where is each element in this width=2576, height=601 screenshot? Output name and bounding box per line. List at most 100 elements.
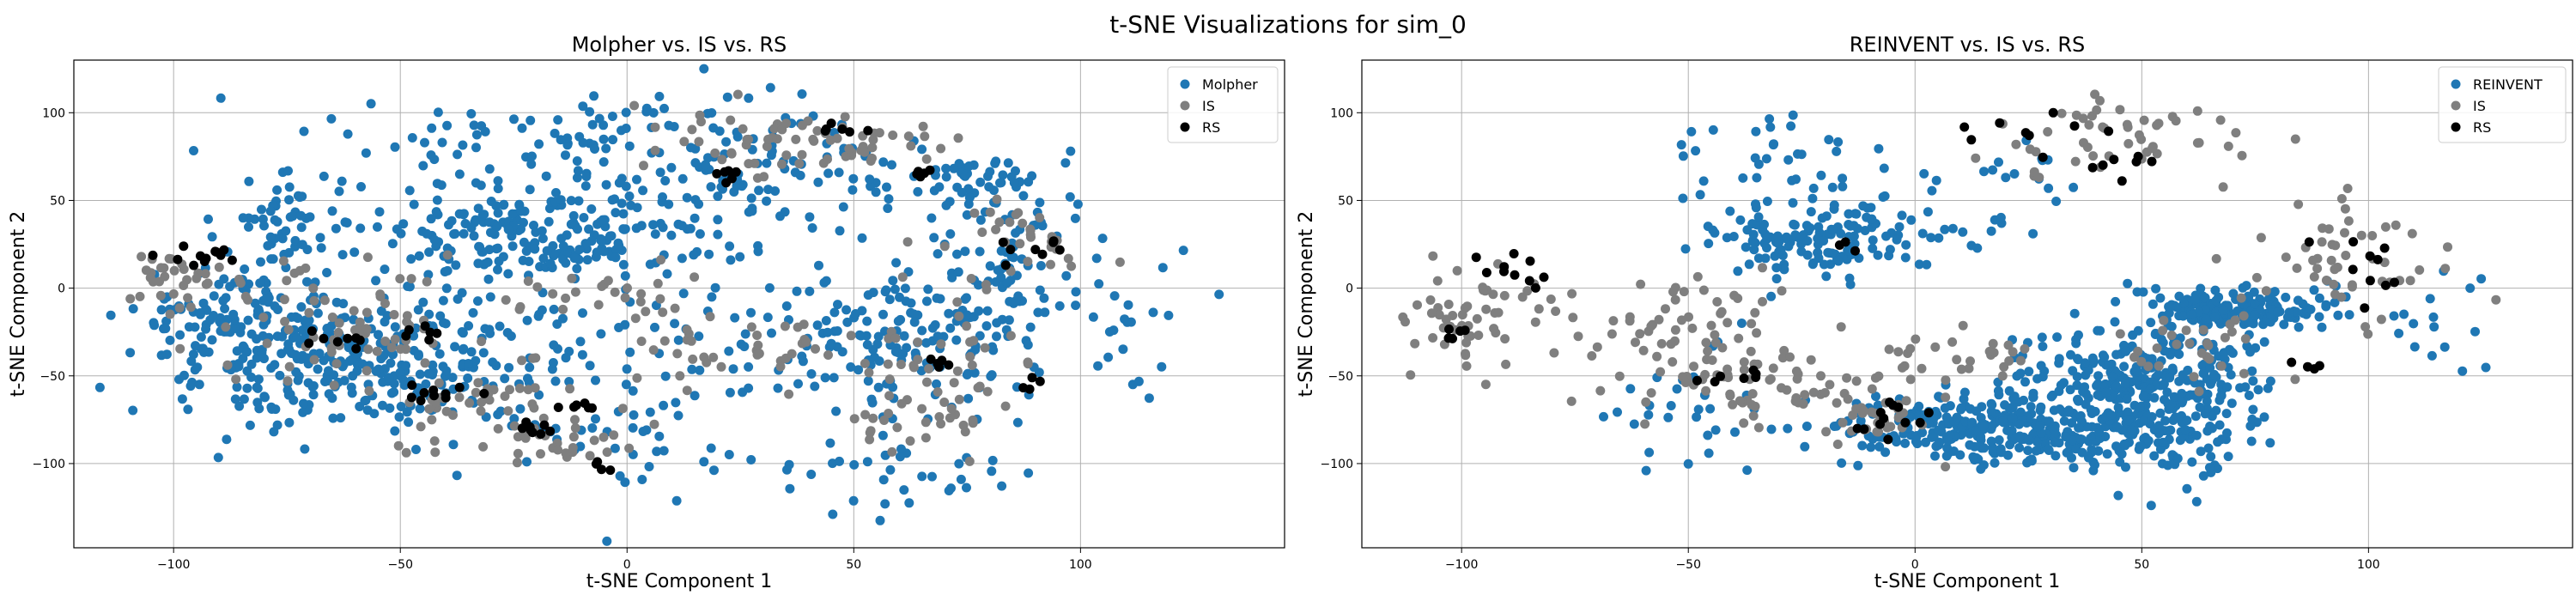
data-point	[1786, 121, 1796, 131]
data-point	[1461, 361, 1472, 371]
data-point	[165, 309, 175, 319]
data-point	[2226, 370, 2236, 379]
data-point	[534, 390, 544, 400]
data-point	[2044, 183, 2054, 193]
data-point	[618, 209, 629, 219]
data-point	[2181, 325, 2191, 336]
data-point	[762, 158, 772, 168]
data-point	[2236, 293, 2246, 303]
data-point	[1762, 197, 1772, 206]
data-point	[2127, 425, 2137, 435]
data-point	[2244, 391, 2254, 400]
data-point	[1692, 271, 1703, 282]
data-point	[805, 286, 815, 296]
data-point	[810, 381, 820, 392]
data-point	[1566, 396, 1577, 406]
data-point	[2023, 446, 2033, 456]
data-point	[278, 256, 289, 266]
data-point	[491, 201, 501, 211]
data-point	[1666, 401, 1676, 410]
data-point	[562, 230, 572, 240]
data-point	[985, 167, 995, 177]
data-point	[1789, 219, 1799, 229]
data-point	[423, 368, 434, 379]
data-point	[672, 349, 683, 359]
data-point	[477, 337, 487, 347]
data-point	[2136, 402, 2145, 412]
data-point	[2222, 428, 2232, 438]
data-point	[1670, 325, 1680, 335]
data-point	[427, 123, 437, 133]
data-point	[2043, 444, 2053, 454]
data-point	[1893, 347, 1904, 357]
data-point	[1000, 260, 1011, 270]
data-point	[2241, 281, 2251, 291]
data-point	[2476, 274, 2487, 284]
data-point	[607, 195, 617, 205]
data-point	[565, 384, 575, 394]
data-point	[315, 233, 325, 243]
data-point	[2122, 394, 2132, 404]
data-point	[1948, 446, 1959, 456]
data-point	[1157, 361, 1167, 372]
data-point	[1752, 220, 1762, 230]
data-point	[2136, 356, 2147, 367]
data-point	[430, 447, 440, 458]
data-point	[744, 383, 754, 393]
data-point	[2259, 337, 2269, 347]
data-point	[860, 410, 871, 420]
data-point	[1006, 252, 1017, 262]
data-point	[545, 426, 556, 436]
data-point	[1214, 289, 1224, 300]
data-point	[1751, 199, 1760, 209]
data-point	[319, 333, 329, 343]
data-point	[991, 156, 1001, 167]
x-tick-label: 50	[2134, 558, 2149, 572]
data-point	[1748, 411, 1759, 421]
data-point	[1824, 135, 1834, 145]
data-point	[1410, 338, 1420, 349]
data-point	[1829, 422, 1839, 431]
data-point	[1678, 193, 1688, 203]
data-point	[890, 333, 901, 343]
data-point	[369, 409, 380, 419]
data-point	[2304, 237, 2314, 247]
data-point	[653, 278, 663, 288]
series-is	[1398, 89, 2501, 472]
data-point	[262, 338, 272, 349]
data-point	[275, 370, 285, 380]
data-point	[752, 331, 762, 340]
data-point	[671, 398, 681, 408]
data-point	[1499, 290, 1510, 300]
data-point	[438, 295, 448, 306]
data-point	[1739, 418, 1749, 428]
data-point	[677, 221, 687, 231]
data-point	[927, 471, 937, 482]
data-point	[509, 414, 519, 424]
data-point	[2240, 382, 2251, 392]
data-point	[106, 310, 116, 320]
data-point	[866, 181, 876, 191]
data-point	[883, 203, 893, 214]
data-point	[2098, 160, 2108, 170]
data-point	[1133, 376, 1144, 386]
data-point	[954, 394, 964, 404]
data-point	[244, 176, 254, 186]
data-point	[2216, 361, 2227, 371]
data-point	[887, 446, 897, 457]
data-point	[1956, 404, 1966, 415]
data-point	[573, 166, 583, 176]
data-point	[1525, 256, 1535, 266]
data-point	[673, 410, 683, 421]
data-point	[584, 224, 594, 234]
data-point	[2061, 432, 2071, 442]
data-point	[1692, 412, 1702, 422]
data-point	[1088, 312, 1098, 322]
data-point	[1874, 441, 1885, 452]
data-point	[962, 321, 972, 331]
data-point	[1922, 259, 1932, 270]
data-point	[666, 230, 677, 240]
data-point	[1947, 337, 1958, 347]
data-point	[838, 202, 848, 212]
data-point	[701, 160, 711, 170]
